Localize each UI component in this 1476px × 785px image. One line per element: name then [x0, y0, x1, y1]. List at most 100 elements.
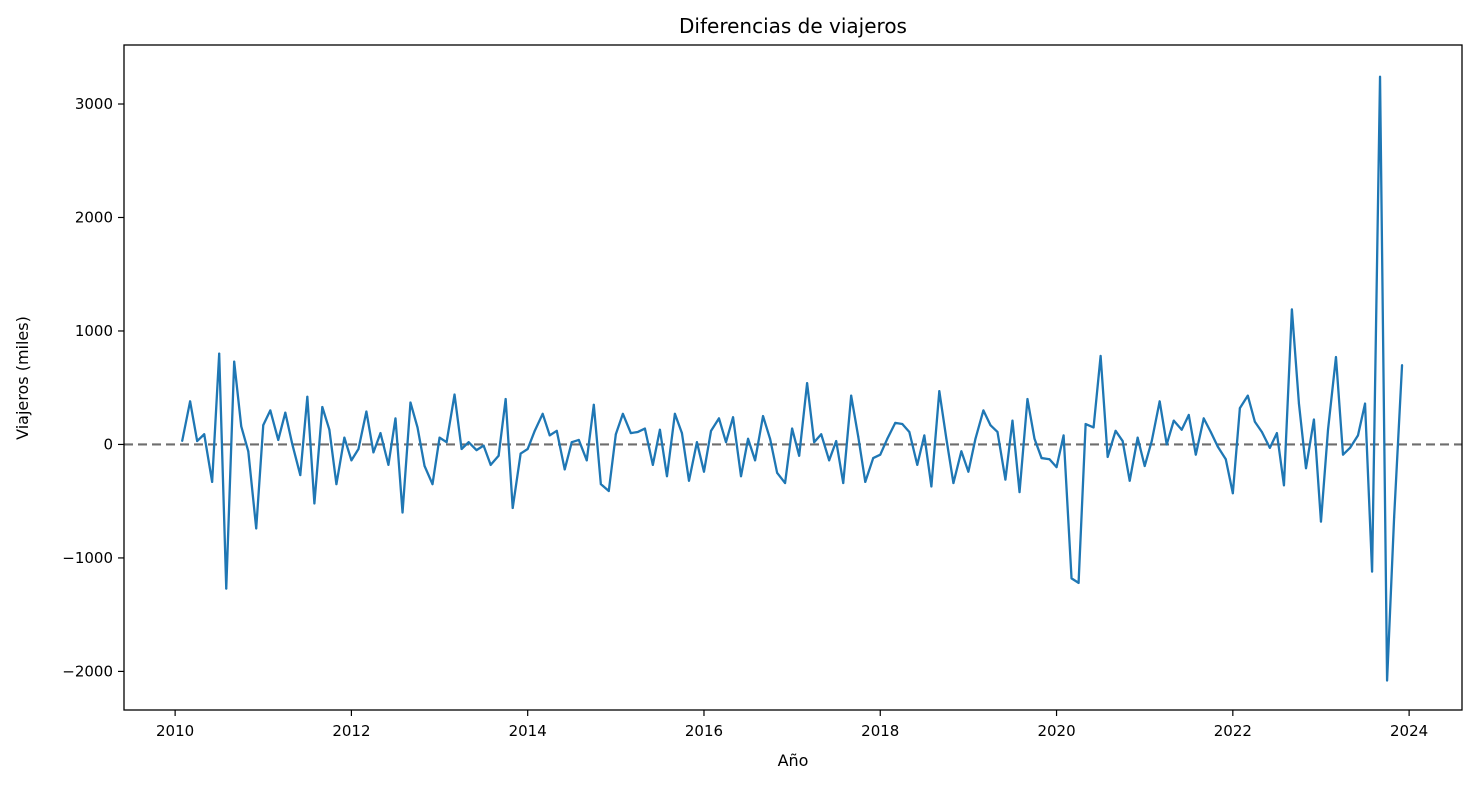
data-point — [335, 483, 338, 486]
data-point — [1084, 423, 1087, 426]
data-point — [989, 424, 992, 427]
data-point — [519, 452, 522, 455]
data-point — [835, 440, 838, 443]
data-point — [306, 395, 309, 398]
data-point — [1121, 440, 1124, 443]
data-point — [1282, 484, 1285, 487]
data-point — [1342, 453, 1345, 456]
data-point — [482, 444, 485, 447]
data-point — [916, 463, 919, 466]
data-point — [687, 479, 690, 482]
data-point — [343, 436, 346, 439]
data-point — [379, 432, 382, 435]
data-point — [1371, 570, 1374, 573]
data-point — [636, 430, 639, 433]
data-point — [725, 441, 728, 444]
data-point — [1048, 458, 1051, 461]
data-point — [651, 463, 654, 466]
data-point — [798, 454, 801, 457]
data-point — [365, 410, 368, 413]
data-point — [548, 434, 551, 437]
data-point — [416, 426, 419, 429]
data-point — [901, 423, 904, 426]
data-point — [1165, 443, 1168, 446]
data-point — [409, 401, 412, 404]
data-point — [850, 394, 853, 397]
data-point — [717, 417, 720, 420]
data-point — [1312, 418, 1315, 421]
data-point — [1033, 437, 1036, 440]
data-point — [894, 421, 897, 424]
data-point — [842, 482, 845, 485]
data-point — [511, 507, 514, 510]
data-point — [1364, 402, 1367, 405]
data-point — [321, 406, 324, 409]
data-point — [1275, 432, 1278, 435]
data-point — [196, 440, 199, 443]
data-point — [695, 441, 698, 444]
data-point — [665, 475, 668, 478]
data-point — [526, 447, 529, 450]
data-point — [291, 443, 294, 446]
data-point — [806, 382, 809, 385]
x-tick-label: 2022 — [1214, 722, 1252, 740]
data-point — [1026, 398, 1029, 401]
data-point — [541, 412, 544, 415]
data-point — [357, 447, 360, 450]
x-tick-label: 2010 — [156, 722, 194, 740]
data-point — [247, 450, 250, 453]
x-tick-label: 2012 — [332, 722, 370, 740]
data-point — [394, 417, 397, 420]
data-point — [218, 352, 221, 355]
data-point — [1224, 458, 1227, 461]
data-point — [879, 453, 882, 456]
data-point — [607, 489, 610, 492]
data-point — [1128, 479, 1131, 482]
data-point — [908, 430, 911, 433]
y-axis: −2000 −1000 0 1000 2000 3000 — [62, 95, 124, 680]
data-point — [387, 463, 390, 466]
data-point — [467, 441, 470, 444]
data-point — [555, 429, 558, 432]
data-point — [938, 390, 941, 393]
data-point — [233, 360, 236, 363]
data-point — [629, 432, 632, 435]
data-point — [1379, 75, 1382, 78]
data-point — [1393, 516, 1396, 519]
data-point — [269, 409, 272, 412]
data-point — [1297, 402, 1300, 405]
data-point — [1253, 420, 1256, 423]
data-point — [1216, 445, 1219, 448]
data-point — [438, 436, 441, 439]
data-point — [577, 438, 580, 441]
data-point — [1327, 428, 1330, 431]
data-point — [299, 474, 302, 477]
data-point — [255, 527, 258, 530]
y-tick-label: 1000 — [75, 322, 113, 340]
data-point — [1150, 440, 1153, 443]
data-point — [1172, 419, 1175, 422]
data-point — [1194, 453, 1197, 456]
y-tick-label: 2000 — [75, 208, 113, 226]
series-layer — [181, 75, 1404, 682]
data-point — [1202, 417, 1205, 420]
data-point — [489, 463, 492, 466]
data-point — [974, 437, 977, 440]
data-point — [563, 468, 566, 471]
data-point — [1260, 430, 1263, 433]
x-tick-label: 2018 — [861, 722, 899, 740]
data-point — [1136, 436, 1139, 439]
data-point — [1077, 581, 1080, 584]
data-point — [1401, 364, 1404, 367]
data-point — [585, 459, 588, 462]
data-point — [1114, 429, 1117, 432]
data-point — [857, 435, 860, 438]
data-point — [710, 429, 713, 432]
data-point — [570, 441, 573, 444]
data-point — [872, 457, 875, 460]
x-axis: 2010 2012 2014 2016 2018 2020 2022 2024 — [156, 710, 1428, 740]
x-tick-label: 2024 — [1390, 722, 1428, 740]
data-point — [952, 482, 955, 485]
data-point — [739, 475, 742, 478]
